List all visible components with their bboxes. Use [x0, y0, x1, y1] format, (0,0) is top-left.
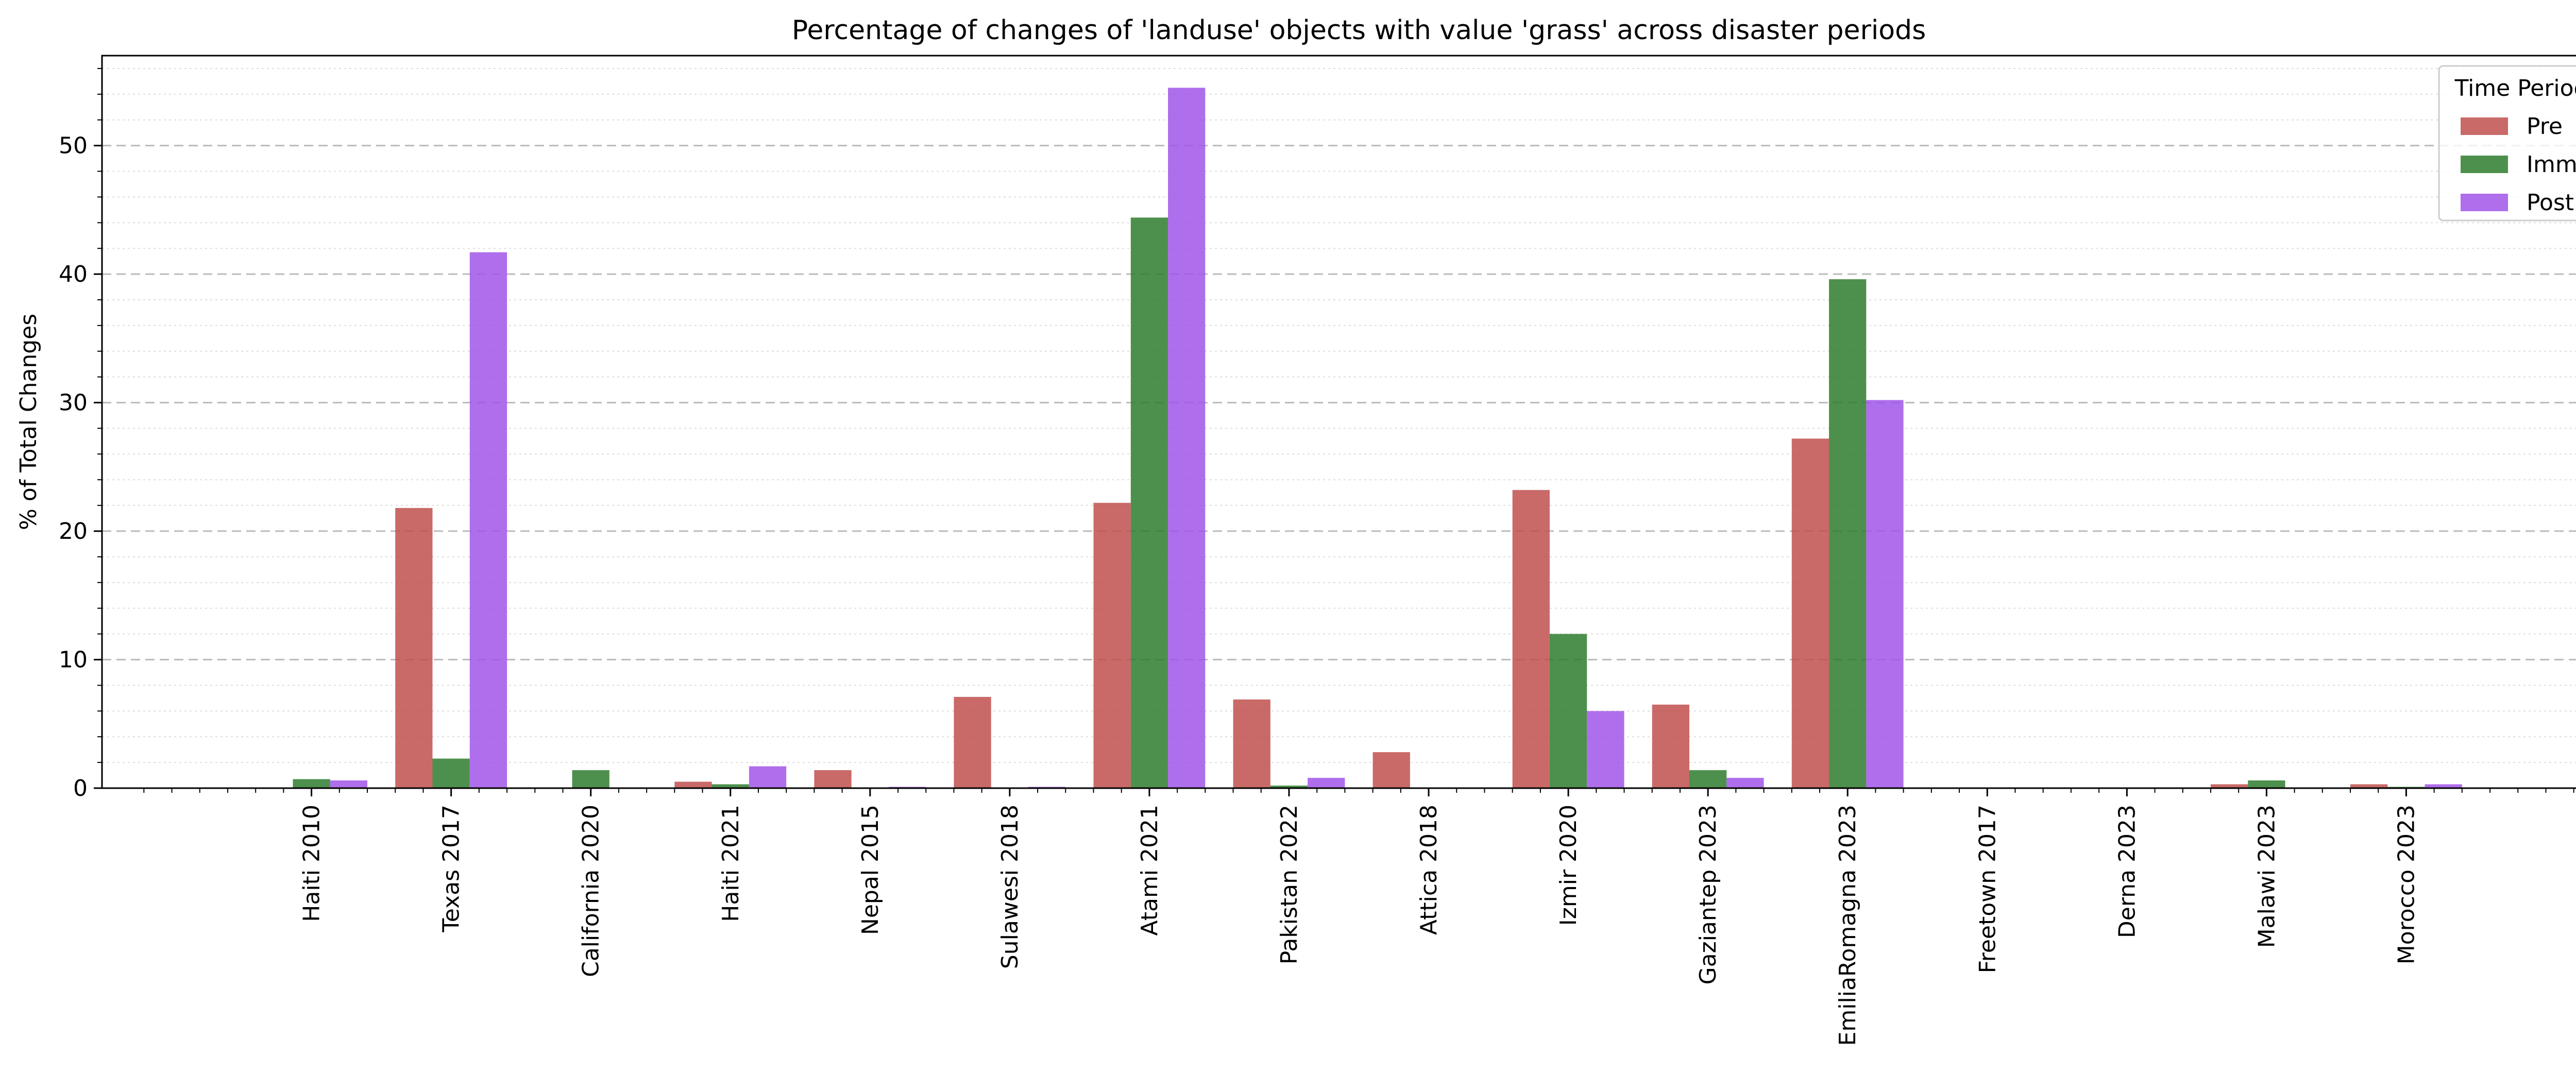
x-tick-label: Izmir 2020 [1555, 805, 1582, 926]
y-tick-label: 10 [59, 647, 88, 673]
bar-post [1726, 778, 1764, 788]
bars-layer [293, 88, 2462, 789]
x-tick-label: Morocco 2023 [2393, 805, 2419, 964]
bar-pre [1512, 490, 1550, 788]
x-tick-label: Haiti 2010 [299, 805, 325, 922]
legend-swatch-imm [2461, 156, 2508, 173]
bar-pre [2350, 784, 2388, 788]
axes-layer: 0 10 20 30 40 50 Haiti 2010 Texas 2017 Californi… [59, 67, 2574, 1046]
bar-pre [954, 696, 991, 788]
x-tick-label: Haiti 2021 [718, 805, 744, 922]
x-tick-label: Texas 2017 [438, 805, 465, 933]
legend-label-pre: Pre [2527, 113, 2563, 140]
legend-swatch-pre [2461, 117, 2508, 135]
bar-post [1587, 711, 1624, 788]
bar-post [1866, 400, 1904, 788]
bar-post [749, 766, 787, 788]
plot-frame [101, 55, 2576, 789]
y-tick-label: 50 [59, 133, 88, 159]
bar-pre [1233, 699, 1270, 788]
bar-post [1168, 88, 1206, 789]
bar-imm [711, 784, 749, 788]
x-tick-label: Pakistan 2022 [1276, 805, 1302, 964]
bar-pre [814, 770, 852, 788]
legend-title: Time Period [2454, 75, 2576, 101]
x-tick-label: Attica 2018 [1416, 805, 1442, 935]
bar-post [469, 252, 507, 789]
y-axis-label: % of Total Changes [15, 314, 42, 530]
bar-post [2425, 784, 2462, 788]
bar-pre [395, 508, 433, 788]
bar-pre [1652, 704, 1689, 788]
y-tick-label: 40 [59, 261, 88, 287]
bar-imm [1689, 770, 1727, 788]
x-tick-label: Sulawesi 2018 [997, 805, 1023, 969]
bar-post [330, 780, 368, 788]
legend-label-imm: Imm [2527, 151, 2576, 178]
bar-imm [572, 770, 609, 788]
bar-imm [1270, 786, 1308, 788]
bar-pre [1093, 503, 1131, 788]
bar-imm [2248, 780, 2285, 788]
bar-pre [1372, 752, 1410, 788]
x-tick-label: Malawi 2023 [2253, 805, 2280, 948]
y-tick-label: 30 [59, 390, 88, 416]
bar-imm [1829, 279, 1867, 788]
legend-box [2438, 65, 2576, 222]
grid-layer [102, 67, 2576, 763]
x-tick-label: Freetown 2017 [1974, 805, 2001, 973]
x-tick-label: Nepal 2015 [857, 805, 884, 935]
legend: Time Period Pre Imm Post [2438, 65, 2576, 222]
chart-title: Percentage of changes of 'landuse' objec… [792, 15, 1926, 46]
legend-entries: Pre Imm Post [2461, 113, 2576, 216]
bar-pre [674, 781, 712, 788]
legend-label-post: Post [2527, 190, 2574, 216]
bar-post [1308, 778, 1345, 788]
bar-imm [432, 758, 470, 788]
x-tick-label: California 2020 [578, 805, 604, 977]
x-tick-label: Derna 2023 [2114, 805, 2140, 938]
bar-imm [1549, 634, 1587, 788]
x-tick-label: EmiliaRomagna 2023 [1835, 805, 1861, 1046]
y-tick-label: 0 [73, 775, 88, 802]
y-tick-label: 20 [59, 518, 88, 544]
x-tick-label: Gaziantep 2023 [1695, 805, 1721, 984]
legend-swatch-post [2461, 194, 2508, 211]
bar-pre [1791, 438, 1829, 788]
bar-imm [1130, 217, 1168, 788]
bar-pre [2210, 784, 2248, 788]
x-tick-label: Atami 2021 [1137, 805, 1163, 936]
bar-imm [293, 779, 330, 788]
